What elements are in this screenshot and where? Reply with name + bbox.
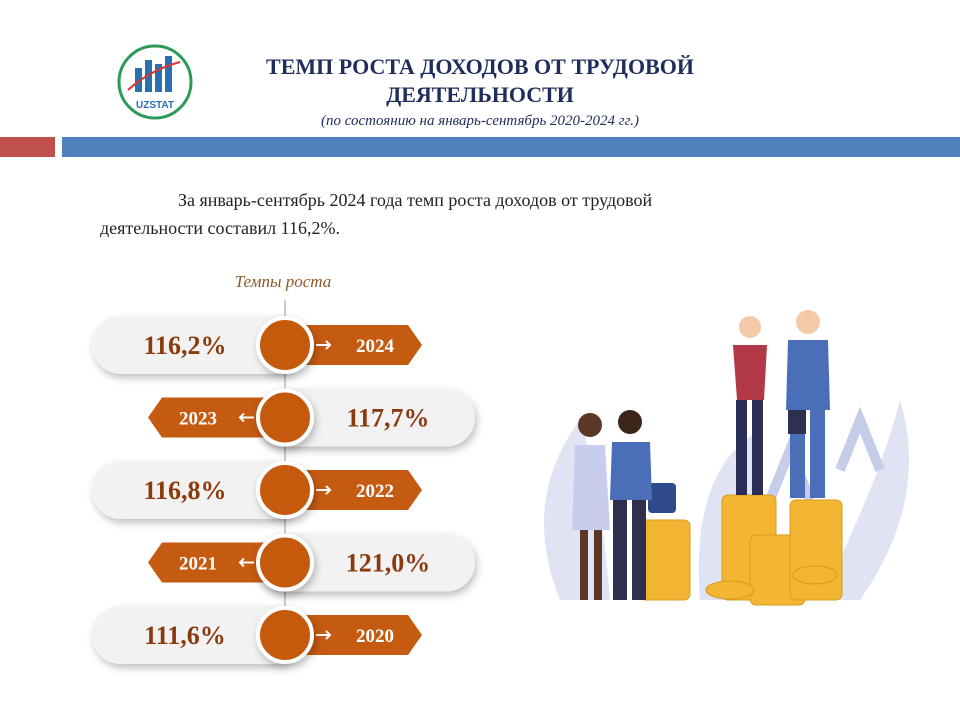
node: [256, 388, 314, 447]
person: [610, 410, 652, 600]
person: [733, 316, 767, 495]
timeline-item: 117,7% 2023: [148, 388, 475, 447]
year: 2020: [356, 626, 394, 647]
node: [256, 606, 314, 664]
year-banner: [300, 615, 422, 655]
year-banner: [148, 542, 265, 583]
node: [256, 461, 314, 519]
person: [572, 413, 610, 600]
timeline-items: 116,2% 2024 117,7% 2023 116,8% 2022 121,0% 2021…: [92, 316, 475, 664]
year: 2024: [356, 336, 395, 357]
timeline-item: 116,2% 2024: [92, 316, 422, 374]
timeline-item: 121,0% 2021: [148, 533, 475, 592]
arrow-icon: [316, 485, 332, 495]
arrow-icon: [316, 340, 332, 350]
node: [256, 316, 314, 374]
summary: деятельности составил 116,2%.: [100, 218, 340, 238]
header-bar: [62, 137, 960, 157]
title: ТЕМП РОСТА ДОХОДОВ ОТ ТРУДОВОЙ: [266, 54, 694, 79]
timeline-title: Темпы роста: [235, 272, 332, 291]
value: 117,7%: [346, 404, 429, 433]
title: ДЕЯТЕЛЬНОСТИ: [386, 82, 574, 107]
year-banner: [148, 397, 265, 438]
value: 121,0%: [346, 549, 431, 578]
year-banner: [300, 325, 422, 365]
year: 2023: [179, 409, 217, 430]
year: 2021: [179, 554, 217, 575]
arrow-icon: [238, 557, 254, 568]
logo: UZSTAT: [117, 44, 193, 120]
year: 2022: [356, 481, 394, 502]
arrow-icon: [316, 630, 332, 640]
node: [256, 533, 314, 592]
logo-text: UZSTAT: [136, 100, 174, 111]
value-pill: [92, 606, 302, 664]
subtitle: (по состоянию на январь-сентябрь 2020-20…: [321, 113, 639, 129]
year-banner: [300, 470, 422, 510]
summary: За январь-сентябрь 2024 года темп роста …: [178, 190, 652, 210]
illustration: [544, 310, 909, 606]
value: 116,8%: [143, 476, 226, 505]
value: 111,6%: [144, 621, 226, 650]
timeline-item: 116,8% 2022: [92, 461, 422, 519]
person: [786, 310, 830, 498]
value-pill: [92, 461, 302, 519]
arrow-icon: [238, 412, 254, 423]
accent-bar: [0, 137, 55, 157]
value-pill: [92, 316, 302, 374]
timeline-item: 111,6% 2020: [92, 606, 422, 664]
value: 116,2%: [143, 331, 226, 360]
